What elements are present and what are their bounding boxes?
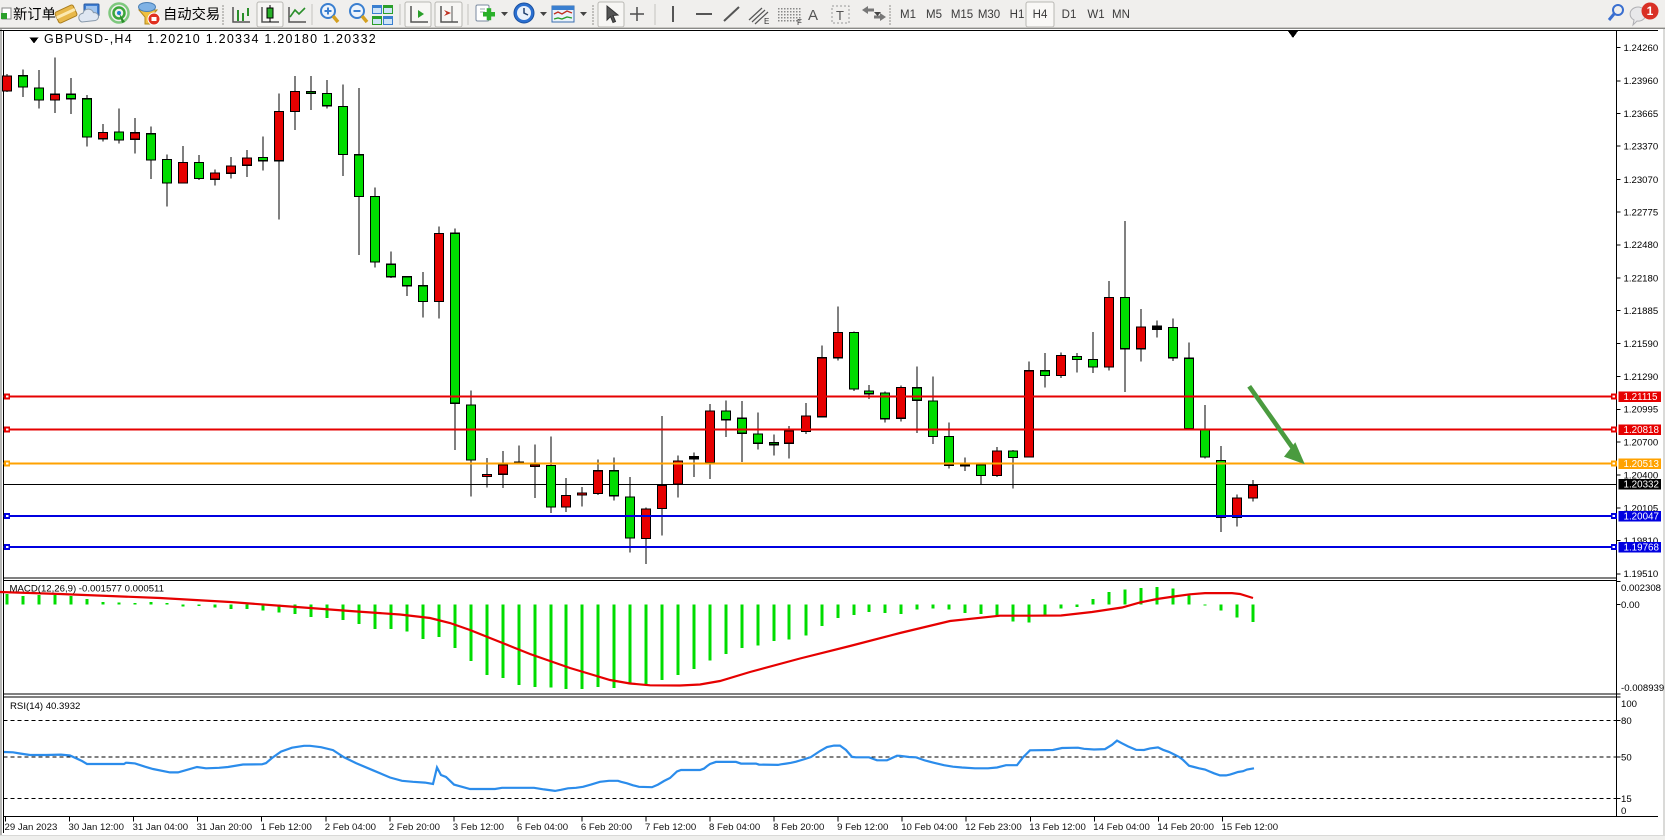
svg-text:M5: M5: [926, 9, 942, 21]
svg-text:1.22480: 1.22480: [1624, 240, 1659, 251]
svg-text:3 Feb 12:00: 3 Feb 12:00: [453, 822, 504, 833]
svg-text:1.23960: 1.23960: [1624, 76, 1659, 87]
svg-text:1.20818: 1.20818: [1624, 425, 1660, 436]
svg-text:新订单: 新订单: [13, 6, 56, 23]
svg-text:15: 15: [1621, 794, 1632, 805]
svg-text:H4: H4: [1033, 9, 1048, 21]
svg-text:14 Feb 04:00: 14 Feb 04:00: [1093, 822, 1150, 833]
svg-text:31 Jan 04:00: 31 Jan 04:00: [133, 822, 188, 833]
svg-text:M1: M1: [900, 9, 916, 21]
svg-text:6 Feb 04:00: 6 Feb 04:00: [517, 822, 568, 833]
svg-text:1.19810: 1.19810: [1624, 536, 1659, 547]
svg-text:1.20047: 1.20047: [1624, 512, 1659, 523]
svg-text:50: 50: [1621, 752, 1632, 763]
svg-text:1.21115: 1.21115: [1624, 392, 1659, 403]
svg-text:2 Feb 20:00: 2 Feb 20:00: [389, 822, 440, 833]
svg-text:自动交易: 自动交易: [163, 5, 220, 23]
svg-text:1 Feb 12:00: 1 Feb 12:00: [261, 822, 312, 833]
svg-text:E: E: [764, 17, 769, 26]
svg-text:1.21290: 1.21290: [1624, 372, 1659, 383]
svg-text:0: 0: [1621, 806, 1626, 817]
svg-text:1.23370: 1.23370: [1624, 142, 1659, 153]
svg-text:9 Feb 12:00: 9 Feb 12:00: [837, 822, 888, 833]
svg-text:13 Feb 12:00: 13 Feb 12:00: [1029, 822, 1086, 833]
svg-text:6 Feb 20:00: 6 Feb 20:00: [581, 822, 632, 833]
svg-text:1.20995: 1.20995: [1624, 405, 1659, 416]
svg-text:80: 80: [1621, 716, 1632, 727]
svg-text:8 Feb 04:00: 8 Feb 04:00: [709, 822, 760, 833]
svg-text:1.21590: 1.21590: [1624, 339, 1659, 350]
svg-text:M15: M15: [951, 9, 973, 21]
svg-text:GBPUSD-,H4 1.20210 1.20334 1: GBPUSD-,H4 1.20210 1.20334 1.20180 1.203…: [44, 32, 377, 46]
svg-text:1.22180: 1.22180: [1624, 273, 1659, 284]
svg-text:10 Feb 04:00: 10 Feb 04:00: [901, 822, 958, 833]
svg-text:100: 100: [1621, 699, 1637, 710]
svg-text:RSI(14) 40.3932: RSI(14) 40.3932: [10, 701, 80, 712]
svg-text:15 Feb 12:00: 15 Feb 12:00: [1222, 822, 1279, 833]
svg-text:D1: D1: [1062, 9, 1077, 21]
svg-text:2 Feb 04:00: 2 Feb 04:00: [325, 822, 376, 833]
svg-text:1.20700: 1.20700: [1624, 437, 1659, 448]
svg-text:1.19510: 1.19510: [1624, 569, 1659, 580]
svg-text:1.23665: 1.23665: [1624, 109, 1659, 120]
svg-text:A: A: [808, 7, 818, 24]
svg-text:1.21885: 1.21885: [1624, 306, 1659, 317]
svg-text:1.19768: 1.19768: [1624, 543, 1660, 554]
svg-text:MACD(12,26,9) -0.001577 0.0005: MACD(12,26,9) -0.001577 0.000511: [10, 584, 165, 595]
svg-text:14 Feb 20:00: 14 Feb 20:00: [1157, 822, 1214, 833]
svg-text:W1: W1: [1087, 9, 1104, 21]
svg-text:12 Feb 23:00: 12 Feb 23:00: [965, 822, 1022, 833]
svg-text:7 Feb 12:00: 7 Feb 12:00: [645, 822, 696, 833]
svg-text:1.24260: 1.24260: [1624, 43, 1659, 54]
svg-text:8 Feb 20:00: 8 Feb 20:00: [773, 822, 824, 833]
svg-text:30 Jan 12:00: 30 Jan 12:00: [69, 822, 124, 833]
svg-text:M30: M30: [978, 9, 1000, 21]
svg-text:0.002308: 0.002308: [1621, 583, 1661, 594]
svg-text:1: 1: [1647, 4, 1654, 18]
svg-text:T: T: [836, 8, 844, 23]
svg-text:1.20332: 1.20332: [1624, 480, 1659, 491]
svg-text:1.22775: 1.22775: [1624, 208, 1659, 219]
svg-text:0.00: 0.00: [1621, 600, 1640, 611]
svg-text:H1: H1: [1010, 9, 1025, 21]
svg-text:MN: MN: [1112, 9, 1130, 21]
svg-text:F: F: [797, 18, 802, 27]
svg-text:1.20513: 1.20513: [1624, 459, 1660, 470]
svg-text:1.23070: 1.23070: [1624, 175, 1659, 186]
svg-text:-0.008939: -0.008939: [1621, 683, 1664, 694]
svg-text:31 Jan 20:00: 31 Jan 20:00: [197, 822, 252, 833]
svg-text:1.20400: 1.20400: [1624, 471, 1659, 482]
svg-text:1.20105: 1.20105: [1624, 503, 1659, 514]
svg-text:29 Jan 2023: 29 Jan 2023: [5, 822, 58, 833]
